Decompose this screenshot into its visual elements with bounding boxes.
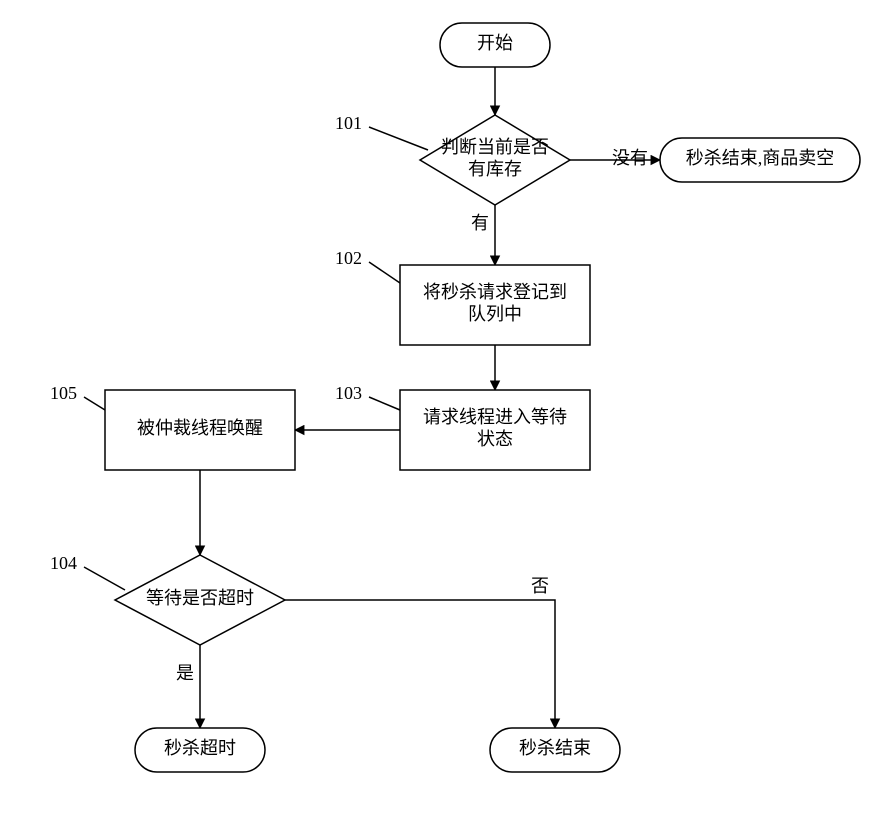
node-d_timeout: 等待是否超时	[115, 555, 285, 645]
node-label: 状态	[477, 429, 513, 449]
step-leader-102	[369, 262, 400, 283]
step-label-105: 105	[50, 383, 77, 403]
step-leader-101	[369, 127, 428, 150]
edge-d_timeout-end_done	[285, 600, 555, 728]
step-label-102: 102	[335, 248, 362, 268]
node-label: 队列中	[468, 304, 522, 324]
edge-label: 是	[176, 663, 194, 683]
node-label: 开始	[477, 33, 513, 53]
step-leader-103	[369, 397, 400, 410]
node-label: 将秒杀请求登记到	[423, 282, 567, 302]
node-label: 请求线程进入等待	[423, 407, 567, 427]
node-label: 秒杀结束	[519, 738, 591, 758]
node-label: 被仲裁线程唤醒	[137, 418, 263, 438]
edge-label: 否	[531, 576, 549, 596]
node-end_timeout: 秒杀超时	[135, 728, 265, 772]
node-label: 判断当前是否	[441, 137, 549, 157]
step-label-101: 101	[335, 113, 362, 133]
node-label: 等待是否超时	[146, 588, 254, 608]
node-p_wait: 请求线程进入等待状态	[400, 390, 590, 470]
node-label: 秒杀结束,商品卖空	[686, 148, 835, 168]
node-d_stock: 判断当前是否有库存	[420, 115, 570, 205]
step-leader-105	[84, 397, 105, 410]
edge-label: 没有	[612, 148, 648, 168]
node-label: 秒杀超时	[164, 738, 236, 758]
step-label-103: 103	[335, 383, 362, 403]
node-start: 开始	[440, 23, 550, 67]
step-leader-104	[84, 567, 125, 590]
node-end_soldout: 秒杀结束,商品卖空	[660, 138, 860, 182]
node-end_done: 秒杀结束	[490, 728, 620, 772]
edge-label: 有	[471, 213, 489, 233]
node-p_enqueue: 将秒杀请求登记到队列中	[400, 265, 590, 345]
step-label-104: 104	[50, 553, 77, 573]
node-label: 有库存	[468, 159, 522, 179]
node-p_woken: 被仲裁线程唤醒	[105, 390, 295, 470]
